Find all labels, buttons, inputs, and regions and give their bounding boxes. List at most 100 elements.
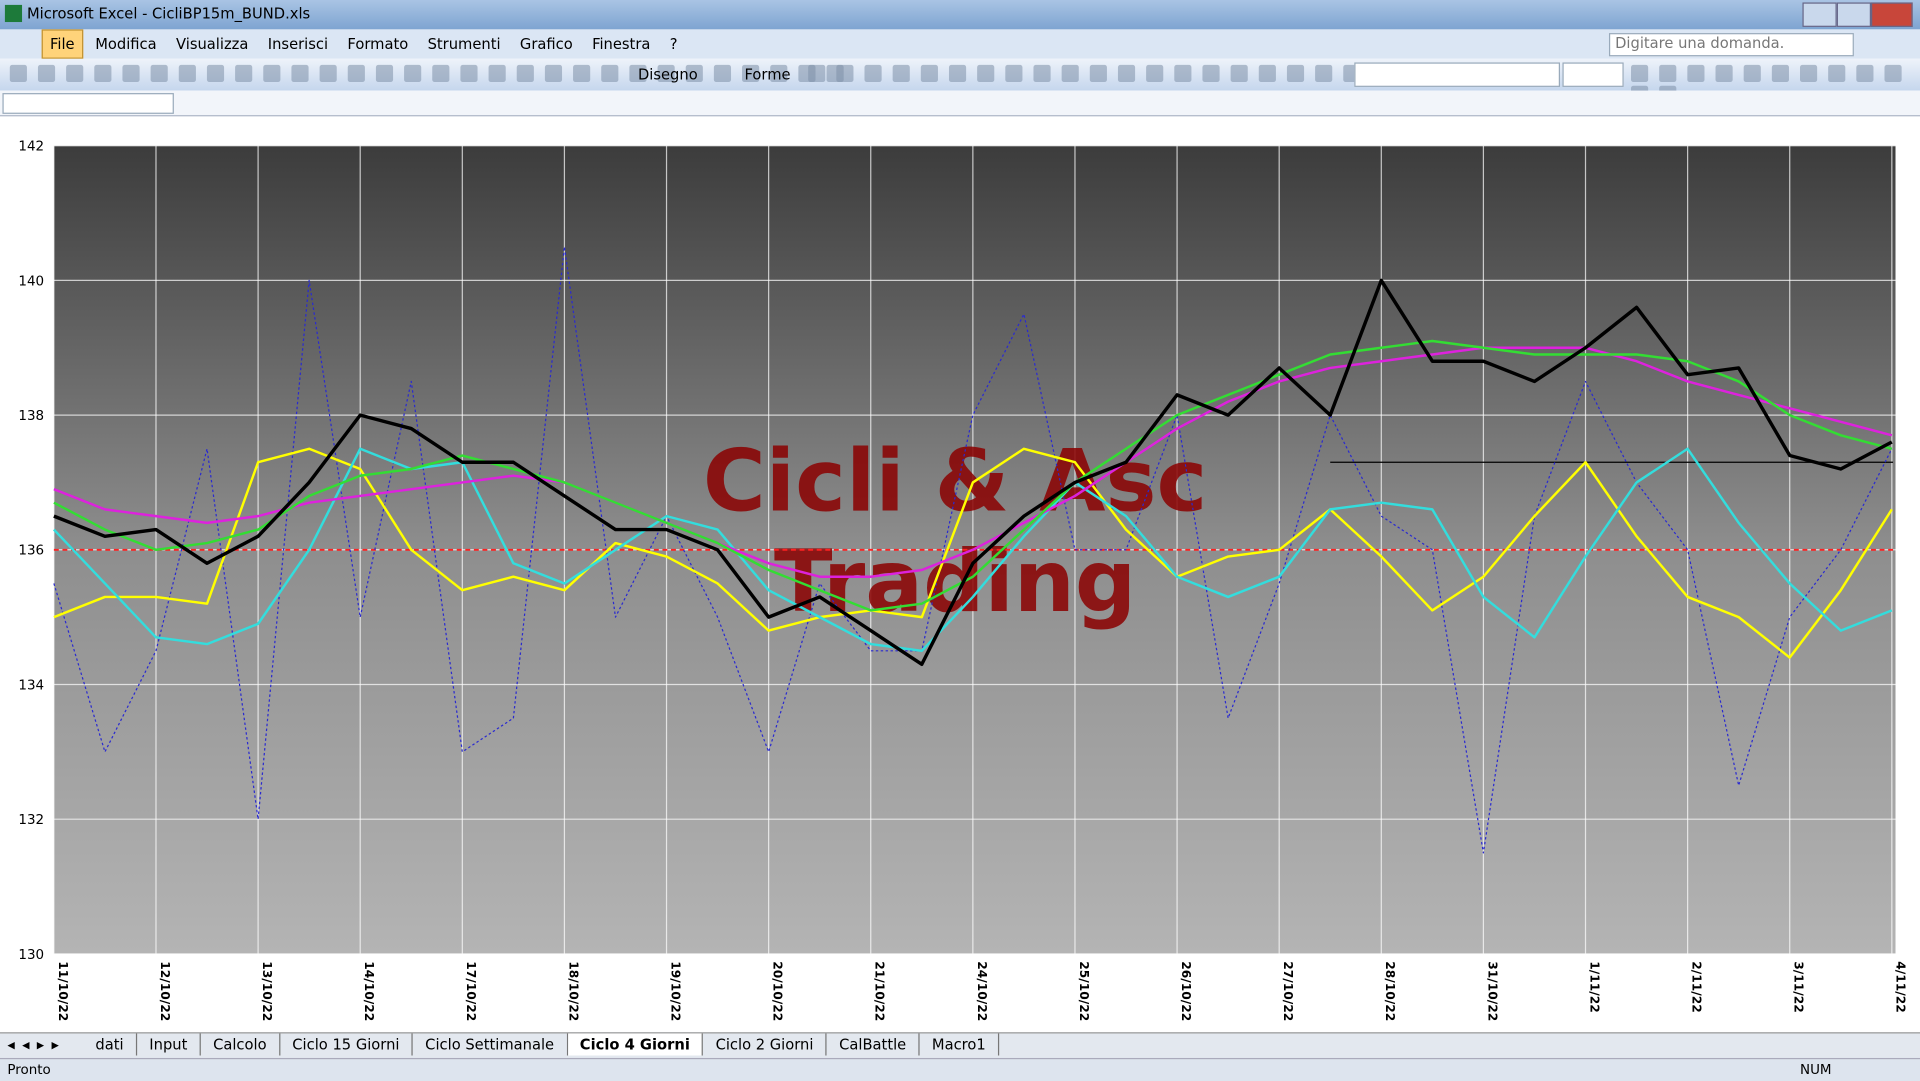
help-box[interactable]: Digitare una domanda. xyxy=(1608,33,1854,57)
toolbar-icon[interactable] xyxy=(460,64,478,83)
menu-item[interactable]: Strumenti xyxy=(427,35,501,53)
toolbar-icon[interactable] xyxy=(94,64,112,83)
toolbar-icon[interactable] xyxy=(1743,64,1761,83)
toolbar-icon[interactable] xyxy=(1146,64,1164,83)
x-tick-label: 13/10/22 xyxy=(260,961,274,1021)
toolbar-icon[interactable] xyxy=(713,64,732,83)
toolbar-icon[interactable] xyxy=(1315,64,1333,83)
toolbar-icon[interactable] xyxy=(1715,64,1733,83)
toolbar-icon[interactable] xyxy=(742,64,760,83)
toolbar-icon[interactable] xyxy=(1089,64,1107,83)
toolbar-icon[interactable] xyxy=(836,64,854,83)
menu-item[interactable]: Modifica xyxy=(95,35,157,53)
x-tick-label: 3/11/22 xyxy=(1792,961,1806,1013)
toolbar-icon[interactable] xyxy=(66,64,84,83)
toolbar-icon[interactable] xyxy=(291,64,309,83)
sheet-tab[interactable]: Ciclo 15 Giorni xyxy=(280,1033,413,1056)
toolbar-icon[interactable] xyxy=(488,64,506,83)
toolbar-icon[interactable] xyxy=(1258,64,1276,83)
x-tick-label: 27/10/22 xyxy=(1281,961,1295,1021)
toolbar-icon[interactable] xyxy=(920,64,938,83)
sheet-tab[interactable]: Calcolo xyxy=(201,1033,281,1056)
font-box[interactable] xyxy=(1354,62,1560,87)
draw-menu[interactable]: Disegno xyxy=(637,66,698,84)
menu-item[interactable]: Visualizza xyxy=(176,35,249,53)
toolbar-icon[interactable] xyxy=(1174,64,1192,83)
toolbar-icon[interactable] xyxy=(770,64,788,83)
toolbar-icon[interactable] xyxy=(544,64,563,83)
toolbar-icon[interactable] xyxy=(864,64,882,83)
toolbar-icon[interactable] xyxy=(1659,64,1677,83)
toolbar-icon[interactable] xyxy=(37,64,56,83)
toolbar-icon[interactable] xyxy=(573,64,591,83)
toolbar-icon[interactable] xyxy=(1800,64,1818,83)
size-box[interactable] xyxy=(1562,62,1624,87)
toolbar-icon[interactable] xyxy=(9,64,27,83)
menu-item[interactable]: Finestra xyxy=(592,35,651,53)
shapes-menu[interactable]: Forme xyxy=(744,66,791,84)
toolbar-icon[interactable] xyxy=(601,64,619,83)
x-tick-label: 2/11/22 xyxy=(1690,961,1704,1013)
status-bar: Pronto NUM xyxy=(0,1057,1920,1081)
menu-item[interactable]: ? xyxy=(669,35,678,53)
x-tick-label: 26/10/22 xyxy=(1179,961,1193,1021)
toolbar-icon[interactable] xyxy=(319,64,337,83)
toolbar-icon[interactable] xyxy=(404,64,422,83)
toolbar-icon[interactable] xyxy=(629,64,647,83)
toolbar-icon[interactable] xyxy=(178,64,196,83)
toolbar-icon[interactable] xyxy=(1202,64,1220,83)
series-line xyxy=(53,339,1893,612)
toolbar-icon[interactable] xyxy=(948,64,967,83)
toolbar-icon[interactable] xyxy=(122,64,140,83)
chart: 130 132 134 136 138 140 142 11/10/22 12/10/22 13/… xyxy=(18,140,1908,1022)
toolbar-icon[interactable] xyxy=(1005,64,1023,83)
toolbar-icon[interactable] xyxy=(1687,64,1705,83)
sheet-tab[interactable]: Input xyxy=(137,1033,201,1056)
x-tick-label: 11/10/22 xyxy=(56,961,70,1021)
x-tick-label: 4/11/22 xyxy=(1894,961,1908,1013)
toolbar-icon[interactable] xyxy=(516,64,534,83)
sheet-tab[interactable]: Ciclo 4 Giorni xyxy=(567,1033,704,1056)
toolbar-icon[interactable] xyxy=(808,64,826,83)
toolbar-icon[interactable] xyxy=(150,64,168,83)
toolbar-icon[interactable] xyxy=(235,64,253,83)
toolbar-icon[interactable] xyxy=(657,64,675,83)
menu-bar: File Modifica Visualizza Inserisci Forma… xyxy=(0,29,1920,59)
toolbar-icon[interactable] xyxy=(206,64,225,83)
sheet-tab[interactable]: Ciclo 2 Giorni xyxy=(703,1033,827,1056)
window-controls[interactable] xyxy=(1802,2,1913,27)
num-indicator: NUM xyxy=(1800,1061,1832,1078)
toolbar-icon[interactable] xyxy=(1286,64,1305,83)
title-bar: Microsoft Excel - CicliBP15m_BUND.xls xyxy=(0,0,1920,30)
toolbar-icon[interactable] xyxy=(892,64,910,83)
toolbar-icon[interactable] xyxy=(347,64,365,83)
toolbar-icon[interactable] xyxy=(1117,64,1136,83)
menu-item[interactable]: File xyxy=(41,29,84,59)
toolbar-icon[interactable] xyxy=(1033,64,1051,83)
menu-item[interactable]: Inserisci xyxy=(267,35,329,53)
toolbar-icon[interactable] xyxy=(263,64,281,83)
sheet-tabs: ◂◂▸▸ dati Input Calcolo Ciclo 15 Giorni Cicl… xyxy=(0,1032,1920,1058)
sheet-tab[interactable]: Ciclo Settimanale xyxy=(413,1033,568,1056)
sheet-tab[interactable]: CalBattle xyxy=(827,1033,920,1056)
series-line xyxy=(52,447,1893,653)
toolbar-icon[interactable] xyxy=(1771,64,1789,83)
toolbar-icon[interactable] xyxy=(432,64,450,83)
y-tick-label: 136 xyxy=(18,544,44,559)
toolbar-icon[interactable] xyxy=(1631,64,1649,83)
menu-item[interactable]: Formato xyxy=(347,35,409,53)
toolbar-icon[interactable] xyxy=(1828,64,1846,83)
toolbar-icon[interactable] xyxy=(1856,64,1874,83)
toolbar-icon[interactable] xyxy=(375,64,394,83)
toolbar-icon[interactable] xyxy=(977,64,995,83)
toolbar-icon[interactable] xyxy=(1061,64,1079,83)
x-tick-label: 21/10/22 xyxy=(873,961,887,1021)
sheet-tab[interactable]: dati xyxy=(83,1033,138,1056)
menu-item[interactable]: Grafico xyxy=(519,35,573,53)
toolbar-icon[interactable] xyxy=(685,64,703,83)
toolbar-icon[interactable] xyxy=(1884,64,1902,83)
sheet-tab[interactable]: Macro1 xyxy=(920,1033,1000,1056)
name-box[interactable] xyxy=(2,93,174,114)
toolbar-icon[interactable] xyxy=(1230,64,1248,83)
formula-bar xyxy=(0,90,1920,117)
